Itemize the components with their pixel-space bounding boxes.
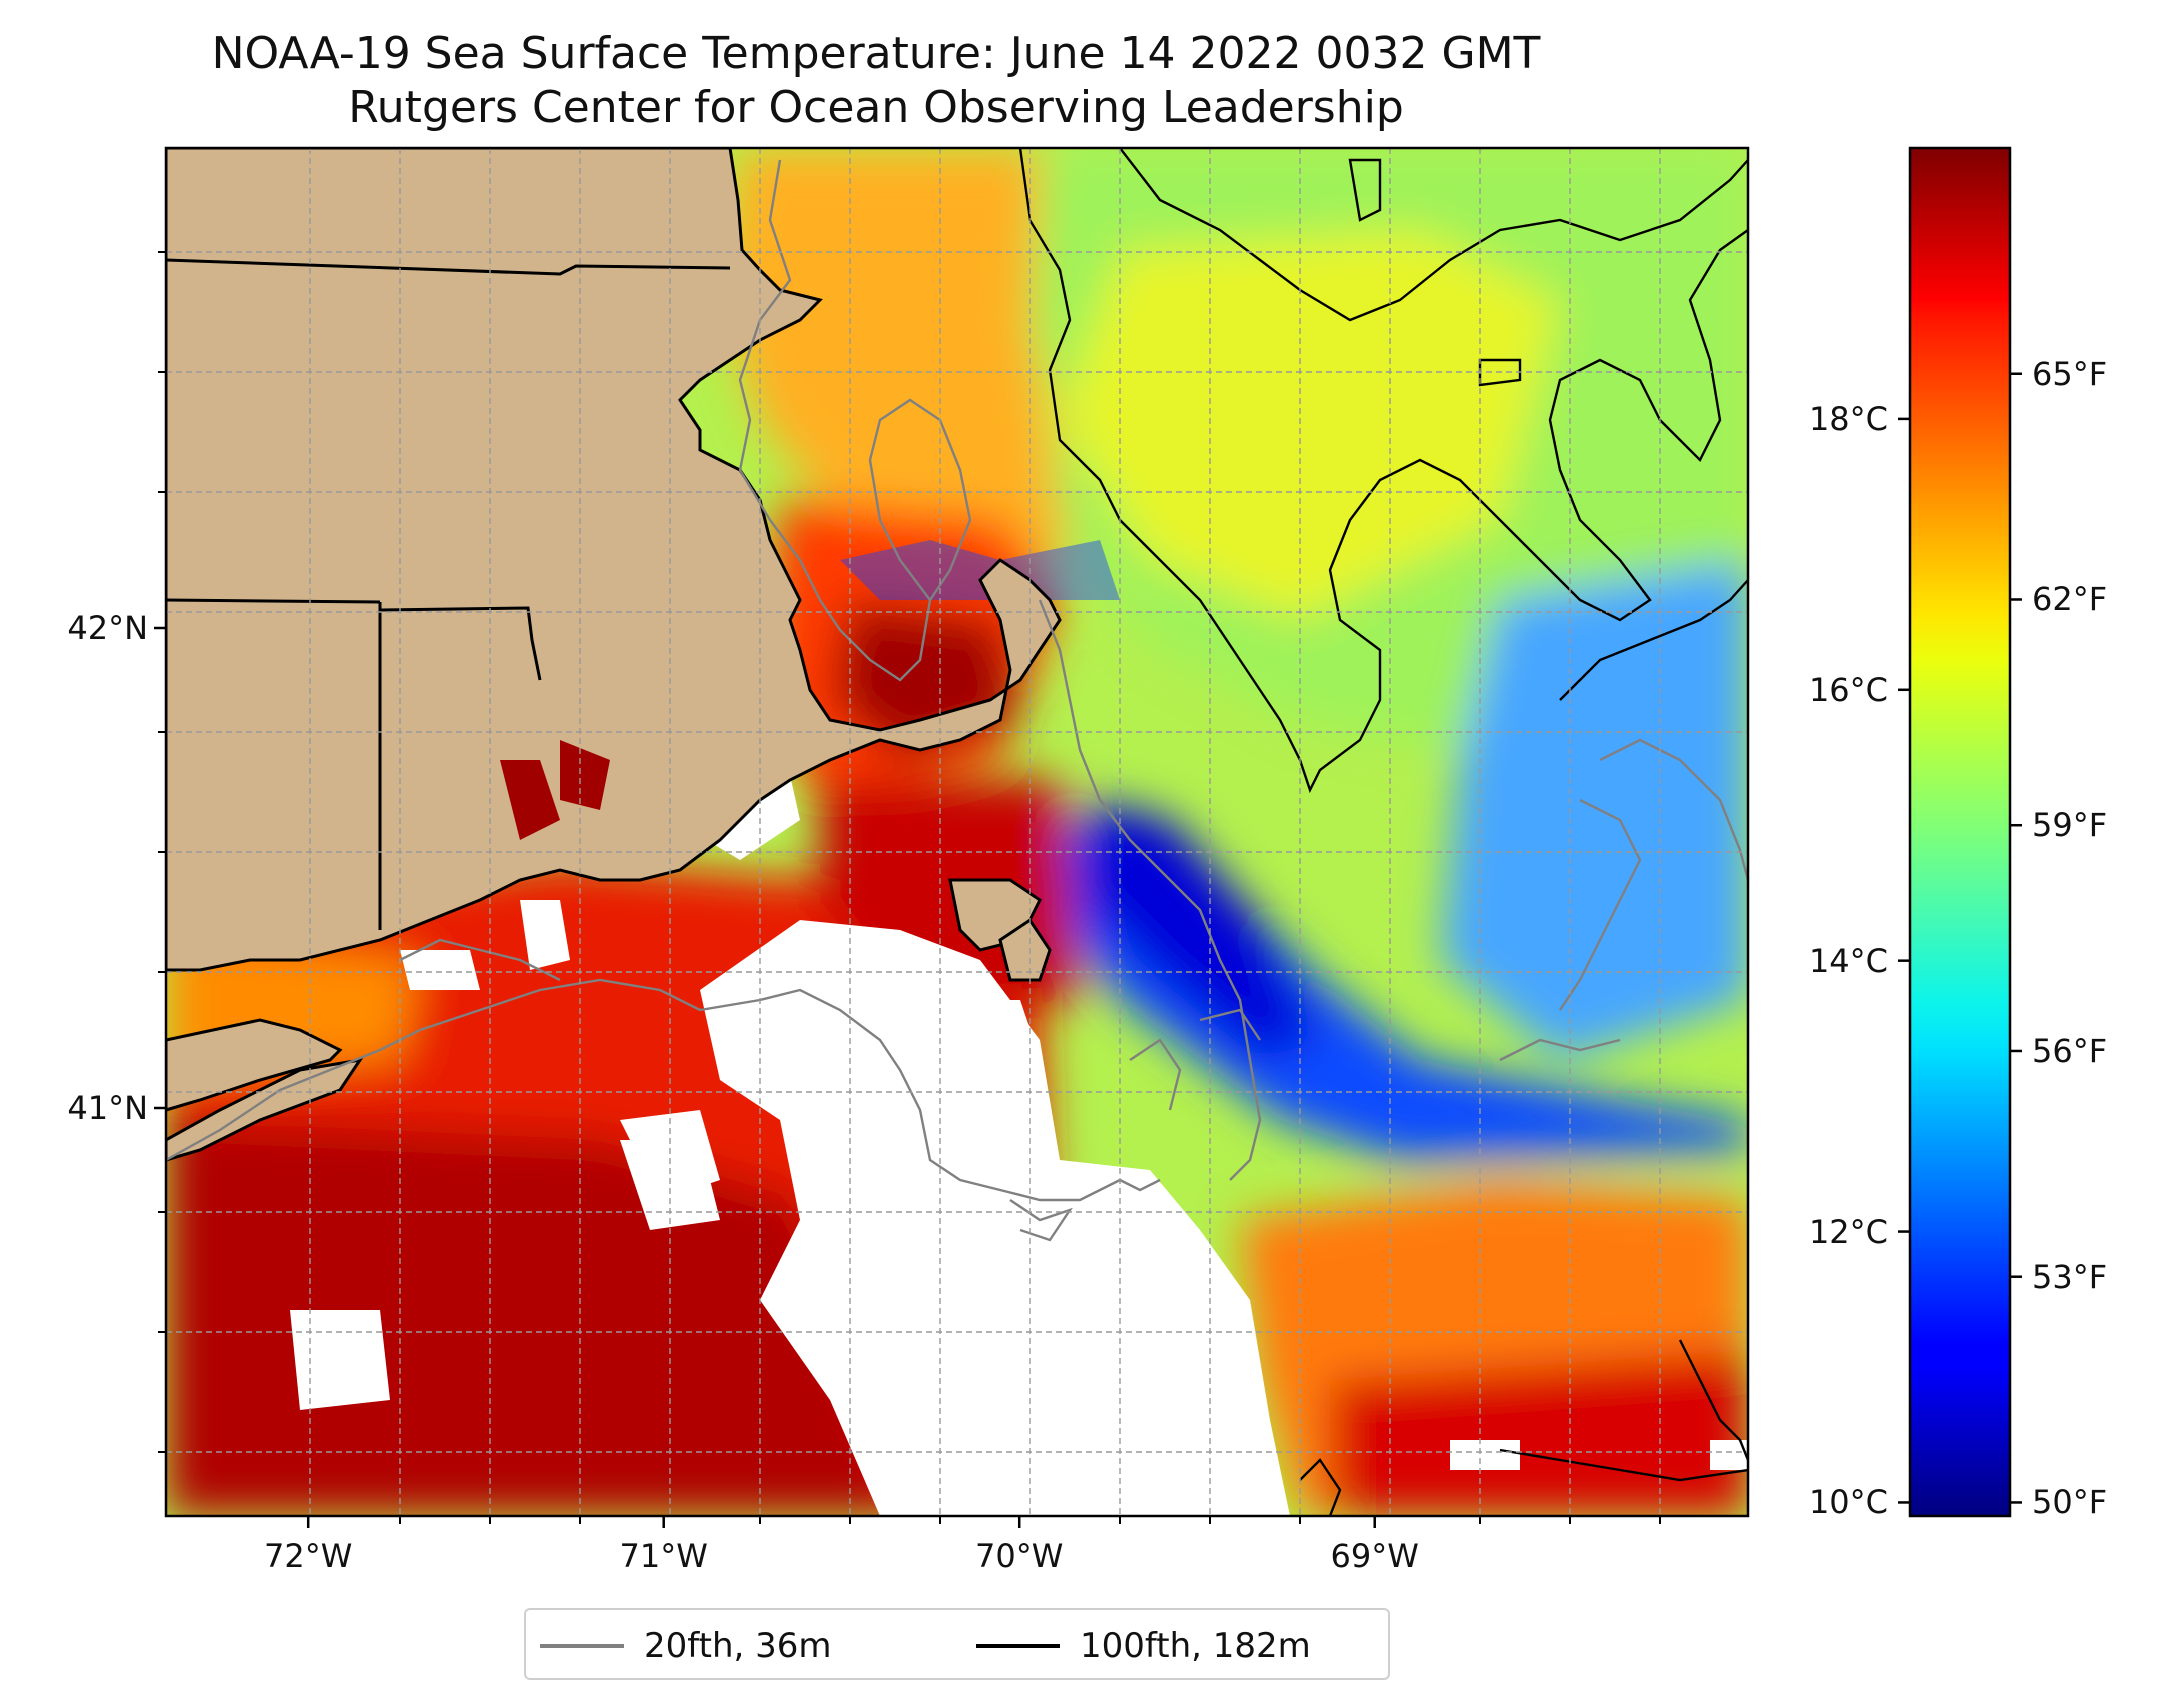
- lat-label: 42°N: [67, 609, 148, 647]
- colorbar-fahrenheit-label: 53°F: [2032, 1257, 2108, 1296]
- map-ticks: [158, 251, 1661, 1524]
- legend-line-100fth: [976, 1644, 1060, 1648]
- land: [166, 148, 1062, 1162]
- colorbar-ticks: [1898, 372, 2022, 1504]
- legend: 20fth, 36m 100fth, 182m: [524, 1608, 1390, 1680]
- legend-label-20fth: 20fth, 36m: [644, 1626, 832, 1666]
- state-borders: [166, 258, 731, 930]
- colorbar-fahrenheit-label: 62°F: [2032, 580, 2108, 619]
- colorbar: [1908, 146, 2012, 1518]
- lon-label: 69°W: [1330, 1537, 1419, 1575]
- lon-label: 70°W: [975, 1537, 1064, 1575]
- colorbar-celsius-label: 12°C: [1808, 1212, 1888, 1251]
- lat-label: 41°N: [67, 1089, 148, 1127]
- legend-line-20fth: [540, 1644, 624, 1648]
- colorbar-fahrenheit-label: 50°F: [2032, 1483, 2108, 1522]
- major-ticks: [154, 626, 1376, 1528]
- colorbar-celsius-label: 16°C: [1808, 670, 1888, 709]
- legend-label-100fth: 100fth, 182m: [1080, 1626, 1311, 1666]
- colorbar-celsius-label: 10°C: [1808, 1483, 1888, 1522]
- map-frame: [164, 146, 1750, 1518]
- chart-subtitle: Rutgers Center for Ocean Observing Leade…: [348, 82, 1404, 133]
- colorbar-celsius-label: 18°C: [1808, 399, 1888, 438]
- colorbar-fahrenheit-label: 59°F: [2032, 806, 2108, 845]
- lon-label: 72°W: [264, 1537, 353, 1575]
- lon-label: 71°W: [619, 1537, 708, 1575]
- inshore-warm: [500, 740, 610, 840]
- chart-title: NOAA-19 Sea Surface Temperature: June 14…: [211, 28, 1541, 79]
- graticule: [166, 148, 1748, 1516]
- colorbar-celsius-label: 14°C: [1808, 941, 1888, 980]
- colorbar-fahrenheit-label: 56°F: [2032, 1031, 2108, 1070]
- map-plot-area: [166, 148, 1748, 1516]
- colorbar-fahrenheit-label: 65°F: [2032, 354, 2108, 393]
